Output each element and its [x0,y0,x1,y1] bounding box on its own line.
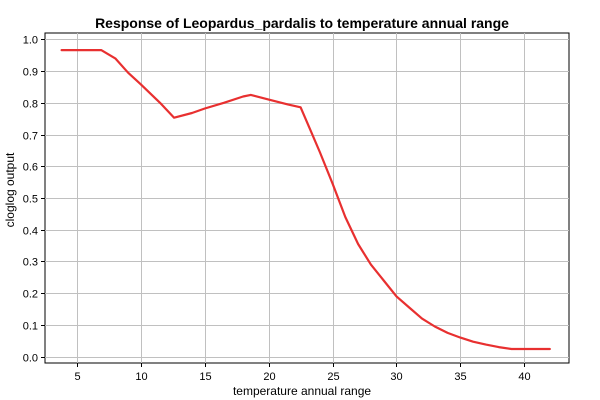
y-axis-ticks: 0.0 0.1 0.2 0.3 0.4 0.5 0.6 0.7 0.8 0.9 1.0 [23,35,45,365]
y-tick-label: 0.8 [23,99,38,111]
chart-title: Response of Leopardus_pardalis to temper… [95,15,509,31]
y-tick-label: 0.7 [23,131,38,143]
x-axis-ticks: 5 10 15 20 25 30 35 40 [74,363,531,383]
x-tick-label: 15 [199,371,211,383]
x-tick-label: 40 [518,371,530,383]
x-tick-label: 20 [263,371,275,383]
series-layer [60,48,551,351]
y-tick-label: 0.9 [23,67,38,79]
y-tick-label: 0.4 [23,226,38,238]
x-tick-label: 5 [74,371,80,383]
grid-lines [45,33,569,363]
y-tick-label: 0.5 [23,194,38,206]
y-tick-label: 0.1 [23,321,38,333]
x-tick-label: 10 [135,371,147,383]
y-tick-label: 0.3 [23,257,38,269]
x-axis-label: temperature annual range [233,384,371,398]
y-tick-label: 0.2 [23,289,38,301]
y-tick-label: 1.0 [23,35,38,47]
y-axis-label: cloglog output [3,152,17,227]
y-tick-label: 0.0 [23,353,38,365]
response-curve-line [60,48,551,351]
y-tick-label: 0.6 [23,162,38,174]
x-tick-label: 30 [390,371,402,383]
x-tick-label: 35 [454,371,466,383]
x-tick-label: 25 [327,371,339,383]
